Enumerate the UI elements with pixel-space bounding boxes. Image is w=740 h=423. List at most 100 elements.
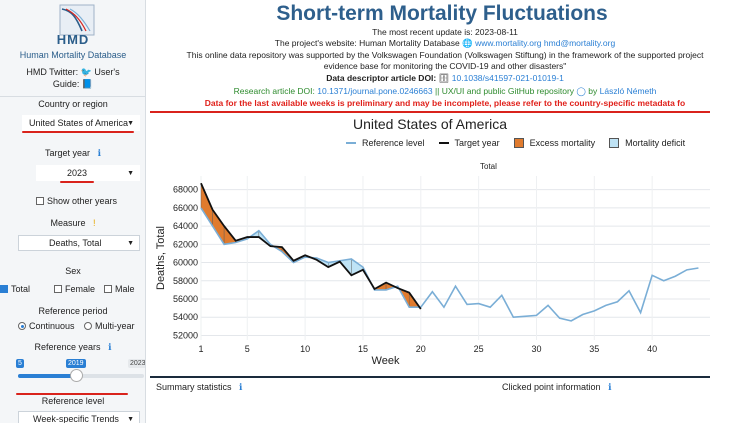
chevron-down-icon: ▼ [127,120,134,127]
x-axis-label: Week [372,355,400,367]
summary-label: Summary statistics [156,382,232,392]
radio-dot[interactable] [84,322,92,330]
website-line: The project's website: Human Mortality D… [150,38,740,49]
chevron-down-icon: ▼ [127,170,134,177]
legend-swatch [438,142,449,144]
website-prefix: The project's website: Human Mortality D… [274,38,460,48]
info-icon[interactable]: ℹ [103,342,112,352]
info-icon[interactable]: ℹ [92,148,101,158]
checkbox-box[interactable] [104,285,112,293]
preliminary-warning: Data for the last available weeks is pre… [204,98,686,108]
reference-years-label: Reference years ℹ [0,342,145,353]
section-divider [150,376,710,378]
x-tick-label: 10 [300,344,310,354]
support-line2: evidence base for monitoring the COVID-1… [323,61,567,71]
legend-reference[interactable]: Reference level [346,138,425,148]
reference-level-select[interactable]: Week-specific Trends ▼ [18,411,140,423]
globe-icon: 🌐 [462,38,473,48]
x-tick-label: 40 [647,344,657,354]
slider-value-tag: 2019 [66,359,86,368]
users-guide-link[interactable]: User's [94,67,120,77]
radio-dot[interactable] [18,322,26,330]
twitter-icon[interactable]: 🐦 [80,67,92,77]
country-label: Country or region [38,99,108,109]
sidebar: HMD Human Mortality Database HMD Twitter… [0,0,146,423]
page-title: Short-term Mortality Fluctuations [276,2,608,25]
author-link[interactable]: László Németh [599,86,657,96]
checkbox-box[interactable] [54,285,62,293]
guide-label[interactable]: Guide: [52,79,80,89]
website-link[interactable]: www.mortality.org [475,38,542,48]
target-year-select[interactable]: 2023 ▼ [36,165,140,181]
research-line: Research article DOI: 10.1371/journal.po… [150,86,740,97]
reference-years-text: Reference years [34,342,101,352]
slider-fill [18,374,76,378]
measure-label: Measure ! [0,218,145,228]
legend-label: Reference level [362,138,425,148]
multi-year-radio[interactable]: Multi-year [84,321,135,331]
x-tick-label: 35 [589,344,599,354]
github-by: by [588,86,598,96]
email-link[interactable]: hmd@mortality.org [543,38,616,48]
slider-handle[interactable] [70,369,83,382]
show-other-years-label: Show other years [47,196,118,206]
x-tick-label: 25 [474,344,484,354]
legend-deficit[interactable]: Mortality deficit [609,138,685,148]
country-underline [22,131,134,133]
book-icon[interactable]: 📘 [81,79,94,89]
x-tick-label: 20 [416,344,426,354]
legend-label: Excess mortality [529,138,596,148]
excess-area [212,209,225,246]
year-underline [60,181,94,183]
show-other-years-checkbox[interactable]: Show other years [36,196,117,206]
database-icon: 🗄 [438,73,450,83]
header-divider [150,111,710,113]
reference-level-value: Week-specific Trends [33,414,119,423]
chart-title: United States of America [352,116,508,132]
country-select[interactable]: United States of America ▼ [22,115,140,131]
clicked-label: Clicked point information [502,382,601,392]
sex-total-checkbox[interactable]: Total [0,284,30,294]
y-tick-label: 58000 [173,276,198,286]
checkbox-box[interactable] [0,285,8,293]
update-text: The most recent update is: 2023-08-11 [372,27,518,37]
y-tick-label: 64000 [173,221,198,231]
slider-max-tag: 2023 [128,359,146,368]
descriptor-line: Data descriptor article DOI: 🗄 10.1038/s… [150,73,740,84]
y-tick-label: 60000 [173,258,198,268]
y-tick-label: 66000 [173,203,198,213]
support-line1: This online data repository was supporte… [186,50,704,60]
y-tick-label: 62000 [173,239,198,249]
chart-legend: Reference level Target year Excess morta… [346,138,699,148]
sex-female-label: Female [65,284,96,294]
legend-swatch [609,138,620,148]
checkbox-box[interactable] [36,197,44,205]
reference-level-line [200,207,699,322]
github-icon[interactable]: ◯ [576,86,586,96]
continuous-radio[interactable]: Continuous [18,321,75,331]
sex-female-checkbox[interactable]: Female [54,284,95,294]
x-tick-label: 15 [358,344,368,354]
info-icon[interactable]: ℹ [603,382,612,392]
legend-target[interactable]: Target year [438,138,500,148]
measure-text: Measure [50,218,86,228]
sex-male-label: Male [115,284,135,294]
sex-male-checkbox[interactable]: Male [104,284,135,294]
info-icon[interactable]: ℹ [234,382,243,392]
research-doi-link[interactable]: 10.1371/journal.pone.0246663 [317,86,433,96]
y-tick-label: 52000 [173,330,198,340]
chevron-down-icon: ▼ [127,240,134,247]
target-year-value: 2023 [67,168,88,178]
x-tick-label: 1 [198,344,203,354]
divider [0,96,145,97]
mortality-chart[interactable]: 52000 54000 56000 58000 60000 62000 64000 66000… [150,170,712,370]
legend-swatch [513,138,524,148]
legend-excess[interactable]: Excess mortality [513,138,596,148]
measure-select[interactable]: Deaths, Total ▼ [18,235,140,251]
summary-statistics: Summary statistics ℹ [156,382,242,393]
country-value: United States of America [29,118,129,128]
chart-subtitle: Total [480,162,497,171]
warning-icon[interactable]: ! [88,218,96,228]
descriptor-doi-link[interactable]: 10.1038/s41597-021-01019-1 [451,73,564,83]
